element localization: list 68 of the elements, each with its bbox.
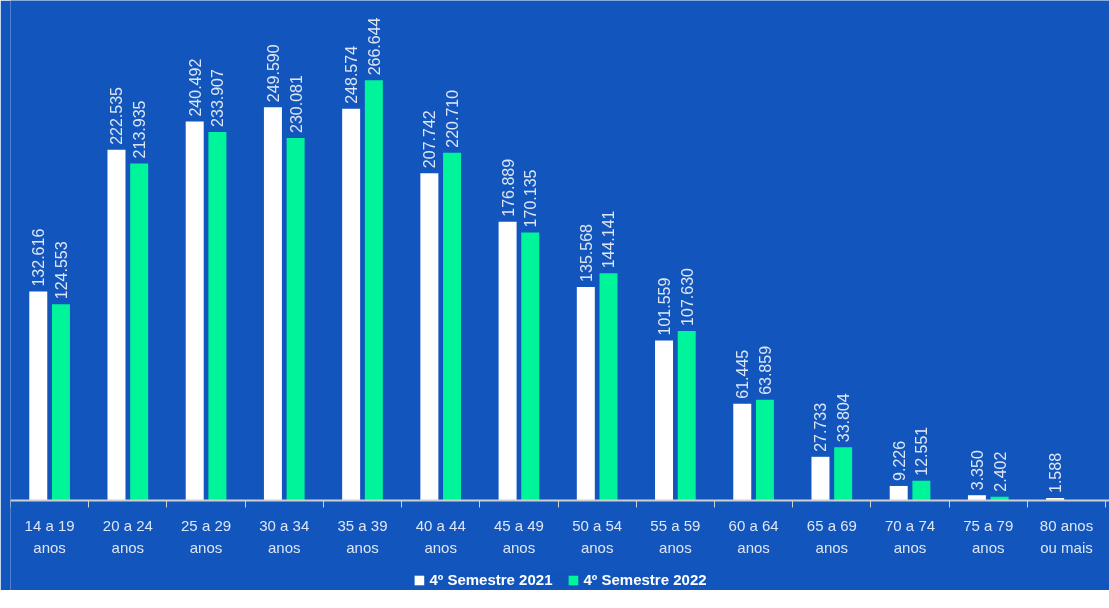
x-tick-label: 35 a 39 anos: [337, 516, 388, 556]
data-label: 33.804: [835, 393, 853, 443]
data-label: 2.402: [991, 451, 1009, 492]
bar: [755, 399, 774, 501]
bar: [889, 485, 908, 501]
data-label: 207.742: [421, 110, 439, 169]
x-tick-label: 30 a 34 anos: [259, 516, 310, 556]
data-label: 3.350: [968, 450, 986, 491]
data-label: 240.492: [186, 58, 204, 117]
data-label: 170.135: [522, 169, 540, 228]
x-tick-label: 25 a 29 anos: [181, 516, 232, 556]
x-tick-label: 60 a 64 anos: [728, 516, 779, 556]
legend-label: 4º Semestre 2022: [583, 571, 707, 588]
data-label: 12.551: [913, 426, 931, 476]
bar: [51, 304, 70, 501]
x-tick-label: 14 a 19 anos: [24, 516, 75, 556]
bar: [364, 80, 383, 501]
bar: [286, 137, 305, 501]
data-label: 144.141: [600, 210, 618, 269]
bar: [967, 495, 986, 501]
x-tick-label: 70 a 74 anos: [885, 516, 936, 556]
data-label: 107.630: [678, 267, 696, 326]
bar: [263, 107, 282, 501]
bar: [576, 286, 595, 501]
data-label: 266.644: [365, 17, 383, 76]
bar: [342, 108, 361, 501]
bar: [29, 291, 48, 501]
x-tick-label: 80 anos ou mais: [1039, 516, 1094, 556]
legend-label: 4º Semestre 2021: [429, 571, 553, 588]
data-label: 230.081: [287, 75, 305, 133]
data-label: 220.710: [444, 89, 462, 148]
data-label: 233.907: [209, 68, 227, 127]
bar: [443, 152, 462, 501]
bar: [677, 330, 696, 501]
x-tick-label: 40 a 44 anos: [415, 516, 466, 556]
data-label: 63.859: [756, 345, 774, 395]
data-label: 9.226: [890, 440, 908, 481]
bar: [208, 131, 227, 501]
data-label: 27.733: [812, 402, 830, 452]
data-label: 124.553: [52, 241, 70, 300]
bar: [130, 163, 149, 501]
bar: [498, 221, 517, 501]
data-label: 213.935: [131, 100, 149, 159]
x-tick-label: 45 a 49 anos: [493, 516, 544, 556]
x-tick-label: 50 a 54 anos: [572, 516, 623, 556]
bar: [185, 121, 204, 501]
bar: [912, 480, 931, 501]
data-label: 1.588: [1047, 452, 1065, 493]
bar: [655, 340, 674, 501]
x-tick-label: 65 a 69 anos: [806, 516, 857, 556]
bar: [521, 232, 540, 501]
bar: [420, 173, 439, 501]
bar: [834, 447, 853, 501]
data-label: 249.590: [264, 44, 282, 103]
data-label: 176.889: [499, 158, 517, 217]
bar: [107, 149, 126, 501]
bar: [811, 456, 830, 501]
x-tick-label: 20 a 24 anos: [102, 516, 153, 556]
data-label: 135.568: [577, 223, 595, 282]
data-label: 132.616: [30, 228, 48, 287]
bar: [733, 403, 752, 501]
data-label: 101.559: [656, 277, 674, 336]
data-label: 61.445: [734, 349, 752, 399]
bar: [599, 273, 618, 501]
x-tick-label: 75 a 79 anos: [963, 516, 1014, 556]
x-tick-label: 55 a 59 anos: [650, 516, 701, 556]
data-label: 248.574: [343, 45, 361, 104]
data-label: 222.535: [108, 86, 126, 145]
